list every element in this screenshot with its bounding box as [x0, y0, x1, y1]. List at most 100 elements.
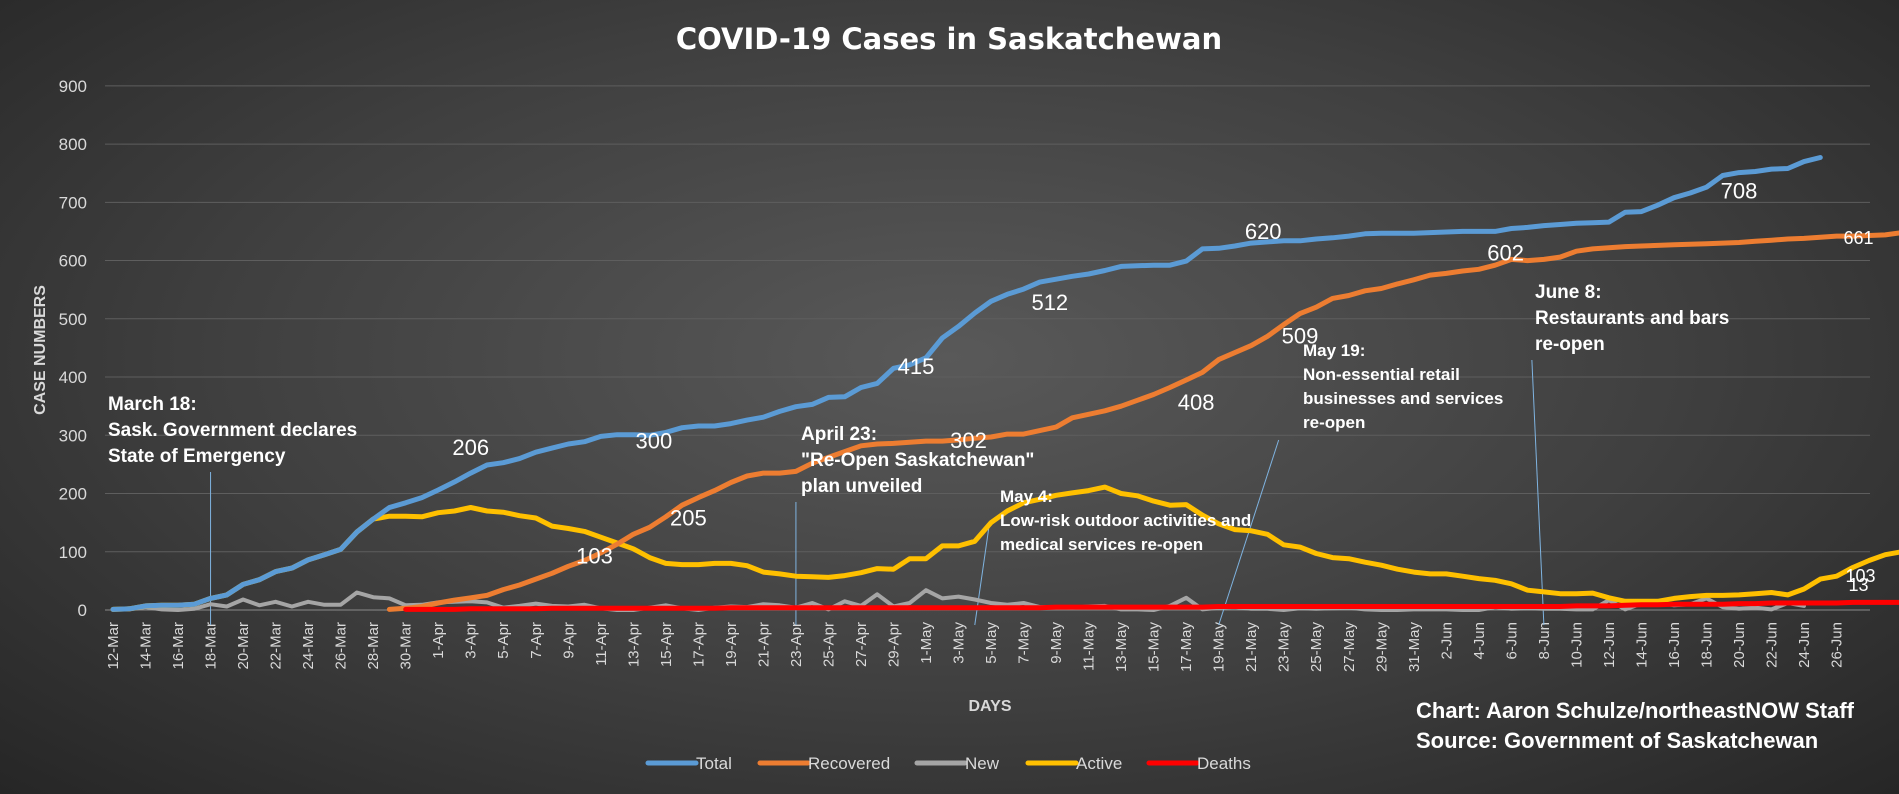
legend-item-active: Active: [1025, 754, 1122, 773]
series-line-total: [110, 155, 1823, 612]
annotation-line: Restaurants and bars: [1535, 308, 1729, 329]
annotation: June 8: Restaurants and bars re-open: [1535, 282, 1729, 355]
x-tick-label: 10-Jun: [1568, 622, 1585, 668]
x-tick-label: 15-Apr: [658, 622, 675, 667]
x-tick-label: 17-May: [1178, 622, 1195, 673]
legend-item-deaths: Deaths: [1146, 754, 1251, 773]
x-tick-label: 1-Apr: [430, 622, 447, 659]
x-tick-label: 22-Jun: [1764, 622, 1781, 668]
x-tick-label: 29-May: [1373, 622, 1390, 673]
x-tick-label: 27-Apr: [853, 622, 870, 667]
x-tick-label: 7-Apr: [528, 622, 545, 659]
legend-label: Active: [1076, 754, 1122, 773]
x-tick-label: 25-Apr: [820, 622, 837, 667]
data-label: 408: [1178, 390, 1215, 415]
y-tick-label: 400: [59, 368, 87, 387]
data-label: 103: [1846, 566, 1876, 586]
x-tick-label: 24-Mar: [300, 622, 317, 670]
annotation: May 4: Low-risk outdoor activities and med…: [1000, 487, 1251, 554]
annotation-line: May 4:: [1000, 487, 1053, 506]
x-tick-label: 31-May: [1406, 622, 1423, 673]
y-tick-label: 600: [59, 252, 87, 271]
y-tick-label: 700: [59, 193, 87, 212]
chart-credit: Chart: Aaron Schulze/northeastNOW Staff …: [1416, 698, 1855, 753]
annotation-line: Non-essential retail: [1303, 365, 1460, 384]
x-tick-label: 25-May: [1308, 622, 1325, 673]
x-tick-label: 4-Jun: [1471, 622, 1488, 660]
x-tick-label: 26-Mar: [333, 622, 350, 670]
x-tick-label: 3-Apr: [463, 622, 480, 659]
legend-item-new: New: [914, 754, 1000, 773]
series-lines: [110, 155, 1899, 612]
annotation-line: businesses and services: [1303, 389, 1503, 408]
x-tick-label: 14-Jun: [1633, 622, 1650, 668]
data-label: 415: [898, 354, 935, 379]
data-labels: 206 300 415 512 620 708 777 205 302 408 509 602 661 1…: [452, 0, 1875, 595]
x-tick-label: 5-Apr: [495, 622, 512, 659]
legend-item-total: Total: [645, 754, 732, 773]
data-label: 5: [1854, 0, 1864, 4]
x-tick-label: 9-Apr: [560, 622, 577, 659]
y-tick-label: 100: [59, 543, 87, 562]
x-tick-label: 12-Jun: [1601, 622, 1618, 668]
x-tick-label: 26-Jun: [1829, 622, 1846, 668]
annotation-line: re-open: [1535, 334, 1605, 355]
annotation-texts: March 18: Sask. Government declares State …: [108, 282, 1729, 554]
data-label: 206: [452, 435, 489, 460]
x-tick-label: 7-May: [1016, 622, 1033, 664]
data-label: 205: [670, 506, 707, 531]
y-tick-label: 200: [59, 485, 87, 504]
y-tick-label: 500: [59, 310, 87, 329]
x-tick-label: 14-Mar: [138, 622, 155, 670]
data-label: 103: [576, 543, 613, 568]
x-tick-label: 21-Apr: [755, 622, 772, 667]
credit-line: Chart: Aaron Schulze/northeastNOW Staff: [1416, 698, 1855, 723]
annotation-pointer-line: [1531, 359, 1545, 626]
data-label: 13: [1849, 575, 1869, 595]
legend-label: Deaths: [1197, 754, 1251, 773]
data-label: 302: [950, 428, 987, 453]
annotation-line: June 8:: [1535, 282, 1602, 303]
annotation-line: May 19:: [1303, 341, 1365, 360]
x-tick-label: 23-May: [1276, 622, 1293, 673]
annotation-line: re-open: [1303, 413, 1365, 432]
annotation: April 23: "Re-Open Saskatchewan" plan unve…: [801, 424, 1034, 497]
x-tick-label: 9-May: [1048, 622, 1065, 664]
series-line-active: [110, 484, 1899, 612]
x-tick-label: 19-Apr: [723, 622, 740, 667]
annotation-line: Sask. Government declares: [108, 420, 357, 441]
annotation-line: State of Emergency: [108, 446, 286, 467]
x-tick-label: 19-May: [1211, 622, 1228, 673]
annotation-line: Low-risk outdoor activities and: [1000, 511, 1251, 530]
x-tick-label: 15-May: [1146, 622, 1163, 673]
x-tick-label: 24-Jun: [1796, 622, 1813, 668]
y-tick-label: 800: [59, 135, 87, 154]
x-tick-label: 5-May: [983, 622, 1000, 664]
x-tick-label: 8-Jun: [1536, 622, 1553, 660]
annotation: May 19: Non-essential retail businesses an…: [1303, 341, 1503, 432]
data-label: 512: [1031, 290, 1068, 315]
y-tick-label: 300: [59, 426, 87, 445]
y-tick-label: 0: [78, 601, 87, 620]
data-label: 300: [635, 428, 672, 453]
x-tick-label: 18-Jun: [1698, 622, 1715, 668]
x-tick-label: 2-Jun: [1438, 622, 1455, 660]
x-tick-label: 13-May: [1113, 622, 1130, 673]
x-tick-label: 16-Mar: [170, 622, 187, 670]
data-label: 708: [1721, 179, 1758, 204]
x-tick-label: 3-May: [951, 622, 968, 664]
x-axis-ticks: 12-Mar 14-Mar 16-Mar 18-Mar 20-Mar 22-Mar 24-M…: [105, 622, 1846, 673]
x-tick-label: 11-May: [1081, 622, 1098, 671]
x-tick-label: 16-Jun: [1666, 622, 1683, 668]
x-tick-label: 6-Jun: [1503, 622, 1520, 660]
x-tick-label: 28-Mar: [365, 622, 382, 670]
annotation-line: April 23:: [801, 424, 877, 445]
x-axis-label: DAYS: [969, 698, 1012, 715]
series-line-deaths: [403, 599, 1899, 612]
legend-item-recovered: Recovered: [757, 754, 890, 773]
annotation-line: "Re-Open Saskatchewan": [801, 450, 1034, 471]
y-tick-label: 900: [59, 77, 87, 96]
data-label: 661: [1844, 228, 1874, 248]
x-tick-label: 18-Mar: [203, 622, 220, 670]
series-line-recovered: [386, 230, 1899, 612]
